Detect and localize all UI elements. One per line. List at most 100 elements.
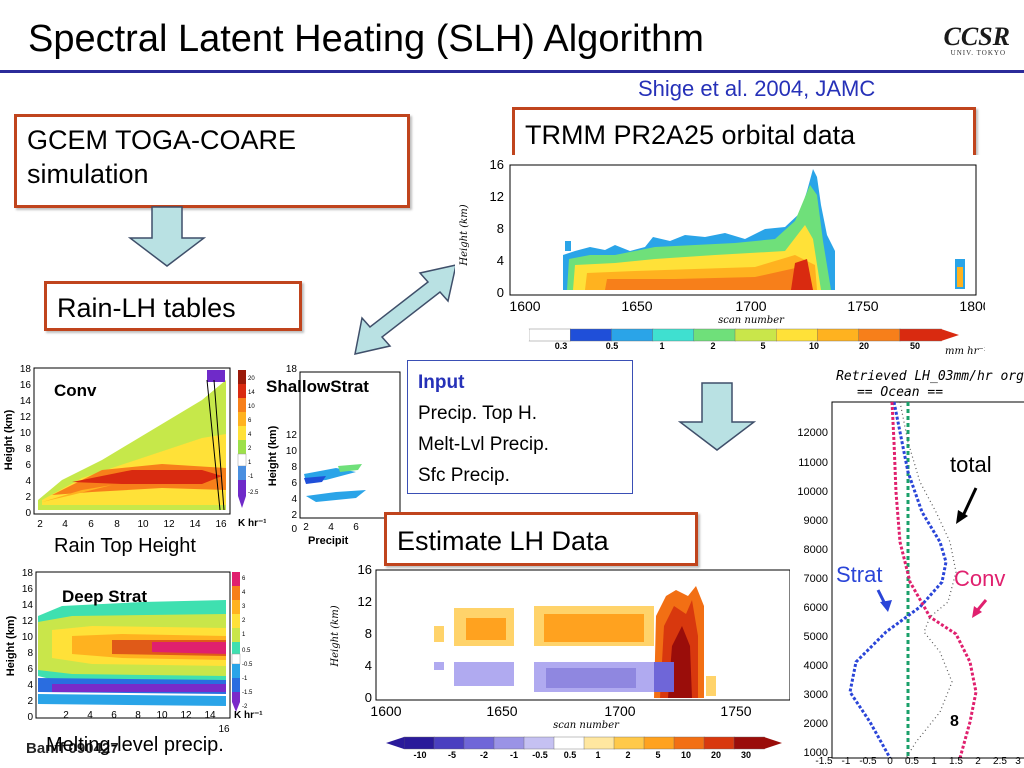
svg-text:16: 16 (358, 562, 372, 577)
svg-text:12: 12 (358, 594, 372, 609)
deep-unit: K hr⁻¹ (234, 710, 263, 721)
shallow-yticks: 18 12 10 8 6 4 2 0 (286, 364, 298, 535)
svg-text:3: 3 (242, 604, 246, 610)
lh-cbar-segment (463, 736, 495, 750)
svg-text:12: 12 (163, 519, 175, 530)
profile-yticks: 12000 11000 10000 9000 8000 7000 6000 50… (797, 427, 828, 759)
double-arrow-icon (354, 264, 457, 355)
svg-text:-1.5: -1.5 (815, 756, 833, 767)
gcem-line-2: simulation (27, 159, 149, 189)
svg-text:7000: 7000 (804, 573, 828, 585)
svg-text:6: 6 (353, 522, 359, 533)
svg-text:11000: 11000 (798, 457, 828, 469)
svg-text:10: 10 (22, 632, 34, 643)
trmm-xticks: 1600 1650 1700 1750 1800 (509, 298, 985, 314)
lh-cbar-segment (703, 736, 735, 750)
estimate-lh-box: Estimate LH Data (384, 512, 698, 566)
svg-text:10: 10 (809, 341, 819, 351)
conv-colorbar (237, 370, 247, 508)
svg-text:1: 1 (242, 632, 246, 638)
svg-text:1650: 1650 (621, 298, 652, 314)
conv-xticks: 2 4 6 8 10 12 14 16 (37, 519, 227, 530)
slide-title: Spectral Latent Heating (SLH) Algorithm (28, 18, 704, 60)
svg-text:18: 18 (286, 364, 298, 375)
input-item-precip-top: Precip. Top H. (418, 403, 537, 424)
svg-text:5: 5 (655, 750, 660, 760)
svg-text:2: 2 (303, 522, 309, 533)
svg-text:6: 6 (27, 664, 33, 675)
ccsr-logo-subtext: UNIV. TOKYO (950, 49, 1006, 57)
profile-xticks: -1.5 -1 -0.5 0 0.5 1 1.5 2 2.5 3 (815, 756, 1021, 767)
svg-text:4: 4 (497, 253, 504, 268)
lh-cbar-segment (523, 736, 555, 750)
deep-colorbar (231, 572, 241, 712)
svg-text:20: 20 (711, 750, 721, 760)
svg-text:4: 4 (62, 519, 68, 530)
gcem-line-1: GCEM TOGA-COARE (27, 125, 297, 155)
svg-text:12: 12 (286, 430, 298, 441)
svg-text:8: 8 (365, 626, 372, 641)
trmm-cbar-segment (652, 328, 695, 342)
svg-text:14: 14 (189, 519, 201, 530)
svg-text:20: 20 (859, 341, 869, 351)
trmm-cbar-segment (569, 328, 613, 342)
svg-text:12: 12 (490, 189, 504, 204)
trmm-yticks: 16 12 8 4 0 (490, 157, 504, 300)
svg-text:4: 4 (87, 710, 93, 721)
svg-text:16: 16 (218, 724, 230, 735)
svg-text:-0.5: -0.5 (242, 662, 253, 668)
input-item-sfc-precip: Sfc Precip. (418, 465, 510, 486)
svg-text:4: 4 (248, 432, 252, 438)
svg-text:1600: 1600 (509, 298, 540, 314)
svg-text:10: 10 (137, 519, 149, 530)
svg-text:2000: 2000 (804, 718, 828, 730)
svg-text:1650: 1650 (486, 703, 517, 719)
svg-text:30: 30 (741, 750, 751, 760)
svg-text:6000: 6000 (804, 602, 828, 614)
trmm-xlabel: scan number (718, 315, 785, 326)
svg-text:0: 0 (365, 690, 372, 705)
svg-text:6: 6 (242, 576, 246, 582)
conv-unit: K hr⁻¹ (238, 518, 267, 529)
svg-text:4000: 4000 (804, 660, 828, 672)
profile-title-1: Retrieved LH_03mm/hr org (836, 369, 1024, 384)
trmm-box: TRMM PR2A25 orbital data (512, 107, 976, 159)
trmm-colorbar-ticks: 0.3 0.5 1 2 5 10 20 50 (555, 341, 920, 351)
deep-ylabel: Height (km) (5, 615, 17, 676)
svg-text:6: 6 (111, 710, 117, 721)
trmm-rain-field (563, 169, 965, 290)
conv-label: Conv (54, 381, 97, 400)
svg-text:14: 14 (20, 396, 32, 407)
svg-text:6: 6 (25, 460, 31, 471)
svg-text:1: 1 (595, 750, 600, 760)
conv-lh-table-plot: Height (km) 18 16 14 12 10 8 6 4 2 0 2 4… (2, 360, 280, 532)
svg-text:9000: 9000 (804, 515, 828, 527)
svg-text:4: 4 (328, 522, 334, 533)
deep-label: Deep Strat (62, 587, 147, 606)
lh-colorbar (386, 736, 782, 750)
svg-text:-0.5: -0.5 (859, 756, 877, 767)
total-profile (899, 401, 957, 759)
svg-text:12000: 12000 (797, 427, 828, 439)
svg-text:1700: 1700 (735, 298, 766, 314)
svg-text:12: 12 (180, 710, 192, 721)
svg-text:50: 50 (910, 341, 920, 351)
svg-text:20: 20 (248, 376, 255, 382)
total-label: total (950, 452, 992, 477)
svg-text:-2: -2 (242, 704, 248, 710)
svg-text:1000: 1000 (804, 747, 828, 759)
trmm-cbar-arrow-right (941, 329, 959, 341)
conv-caption: Rain Top Height (54, 535, 196, 557)
svg-text:3000: 3000 (804, 689, 828, 701)
slide-footer-id: Banff 090427 (26, 740, 119, 757)
svg-text:0.5: 0.5 (564, 750, 577, 760)
svg-text:16: 16 (22, 584, 34, 595)
svg-text:1.5: 1.5 (949, 756, 963, 767)
lh-xlabel: scan number (553, 720, 620, 731)
input-item-melt-level: Melt-Lvl Precip. (418, 434, 549, 455)
svg-text:14: 14 (22, 600, 34, 611)
svg-text:-0.5: -0.5 (532, 750, 548, 760)
shallow-xlabel: Precipit (308, 535, 349, 547)
svg-text:6: 6 (248, 418, 252, 424)
deep-caption: Melting-level precip. (46, 734, 224, 756)
